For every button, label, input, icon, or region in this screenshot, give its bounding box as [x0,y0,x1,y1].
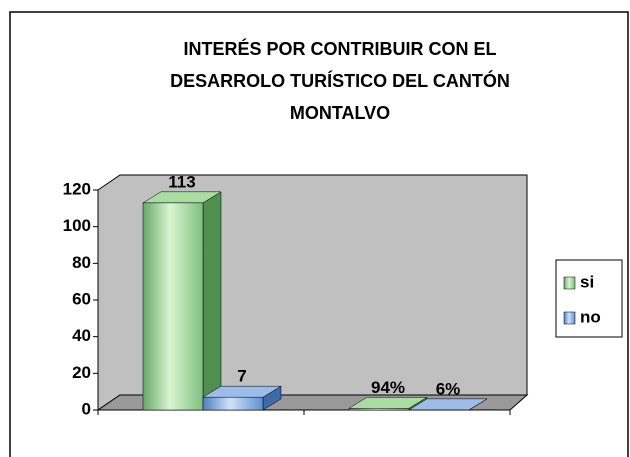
bar-front [348,408,410,411]
y-tick-label: 20 [72,363,91,382]
legend-label: no [580,307,601,326]
bar-front [142,202,204,411]
value-label: 7 [237,367,246,386]
legend-label: si [580,272,594,291]
frame [9,11,629,457]
y-tick-label: 60 [72,289,91,308]
bar [142,191,222,411]
y-tick-label: 0 [82,399,91,418]
bar [202,385,282,411]
y-tick-label: 40 [72,326,91,345]
bar-side [202,191,222,411]
legend-swatch [563,311,576,325]
bar-top [202,385,282,398]
y-tick-label: 80 [72,253,91,272]
chart-title: INTERÉS POR CONTRIBUIR CON EL [183,38,496,59]
y-tick-label: 100 [63,216,91,235]
value-label: 113 [168,172,195,191]
chart-title: DESARROLO TURÍSTICO DEL CANTÓN [170,70,510,91]
y-tick-label: 120 [63,179,91,198]
bar-top [348,397,428,409]
bar-top [408,398,488,411]
value-label: 94% [371,378,405,397]
legend-swatch [563,276,576,290]
value-label: 6% [436,379,461,398]
chart-title: MONTALVO [290,103,390,123]
bar [408,398,488,411]
bar-top [142,191,222,204]
bar [348,396,428,411]
bar-front [202,396,264,411]
